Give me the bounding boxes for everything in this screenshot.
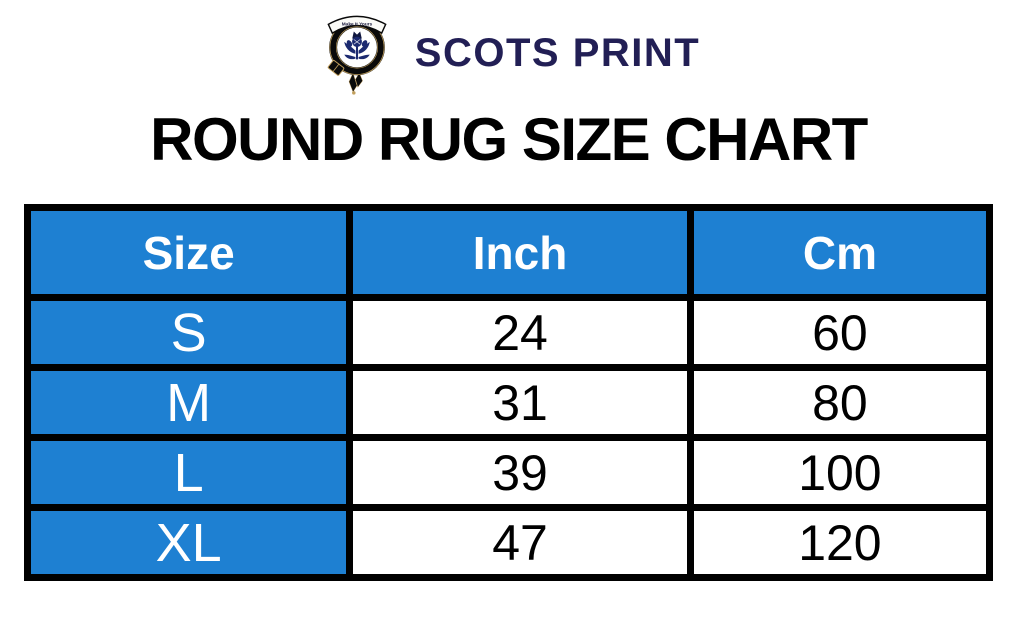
thistle-icon (344, 31, 370, 60)
page-title: ROUND RUG SIZE CHART (150, 106, 868, 173)
cm-cell: 60 (686, 294, 994, 371)
table-row: M 31 80 (23, 364, 994, 441)
table-row: L 39 100 (23, 434, 994, 511)
brand-name: SCOTS PRINT (414, 30, 701, 75)
banner-text: Make It Yours (342, 22, 373, 28)
inch-cell: 47 (346, 504, 694, 581)
clan-crest-logo: Make It Yours (327, 15, 387, 95)
table-header-row: Size Inch Cm (23, 204, 994, 301)
size-chart-table: Size Inch Cm S 24 60 M 31 80 L 39 100 (23, 204, 994, 581)
belt-tail-icon (348, 72, 358, 93)
belt-tail-fork-icon (354, 72, 363, 88)
table-row: XL 47 120 (23, 504, 994, 581)
column-header-cm: Cm (686, 204, 994, 301)
column-header-inch: Inch (346, 204, 694, 301)
size-cell: M (23, 364, 354, 441)
size-cell: L (23, 434, 354, 511)
inch-cell: 31 (346, 364, 694, 441)
cm-cell: 120 (686, 504, 994, 581)
inch-cell: 39 (346, 434, 694, 511)
size-cell: S (23, 294, 354, 371)
cm-cell: 100 (686, 434, 994, 511)
belt-tip-icon (351, 91, 356, 95)
banner-ribbon-icon (327, 15, 387, 35)
brand-header: Make It Yours SCOTS PRINT (0, 4, 1017, 102)
size-cell: XL (23, 504, 354, 581)
table-row: S 24 60 (23, 294, 994, 371)
inch-cell: 24 (346, 294, 694, 371)
column-header-size: Size (23, 204, 354, 301)
belt-buckle-icon (327, 59, 345, 76)
cm-cell: 80 (686, 364, 994, 441)
